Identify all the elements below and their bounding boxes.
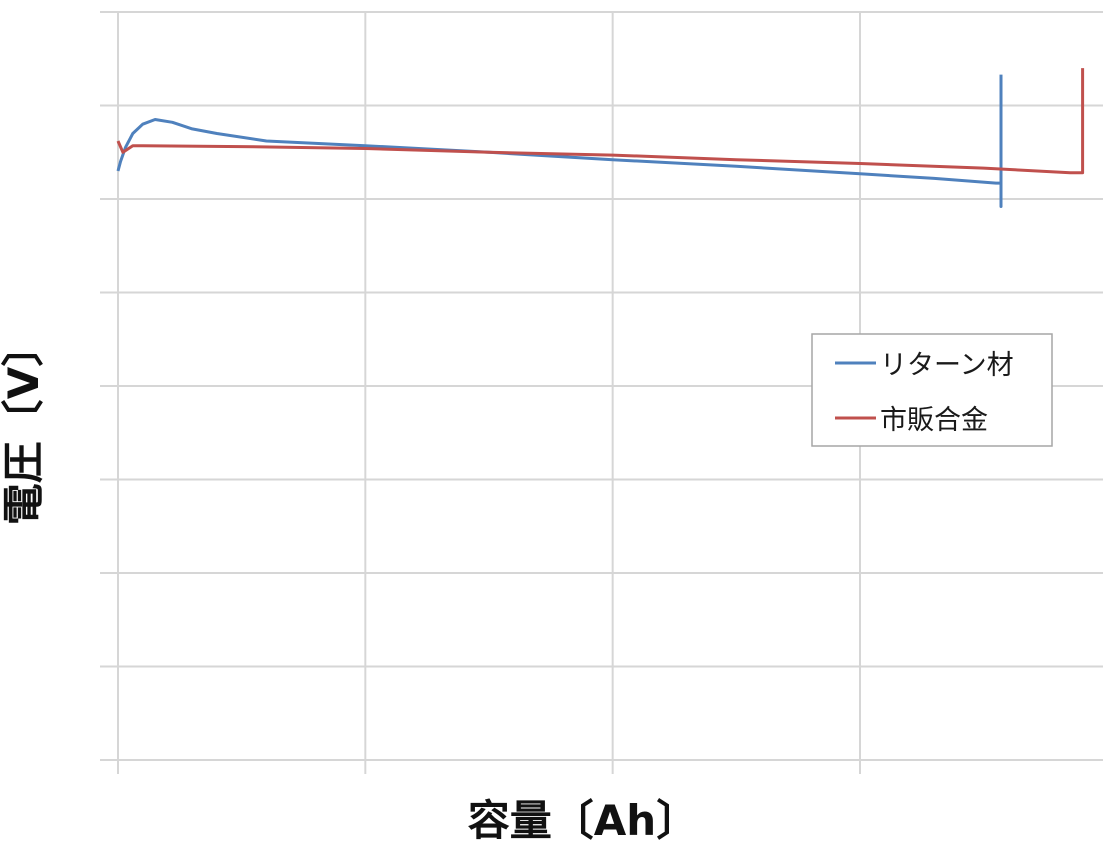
x-axis-title: 容量〔Ah〕	[468, 796, 698, 845]
legend-box	[811, 333, 1053, 447]
legend-label-commercial-alloy: 市販合金	[880, 405, 988, 436]
grid	[100, 11, 1103, 774]
series-line-0	[116, 74, 1003, 208]
legend: リターン材 市販合金	[811, 333, 1053, 447]
legend-label-return-material: リターン材	[880, 350, 1014, 381]
series-layer	[116, 68, 1085, 208]
series-line-1	[116, 68, 1085, 175]
y-axis-title: 電圧〔V〕	[0, 325, 48, 526]
